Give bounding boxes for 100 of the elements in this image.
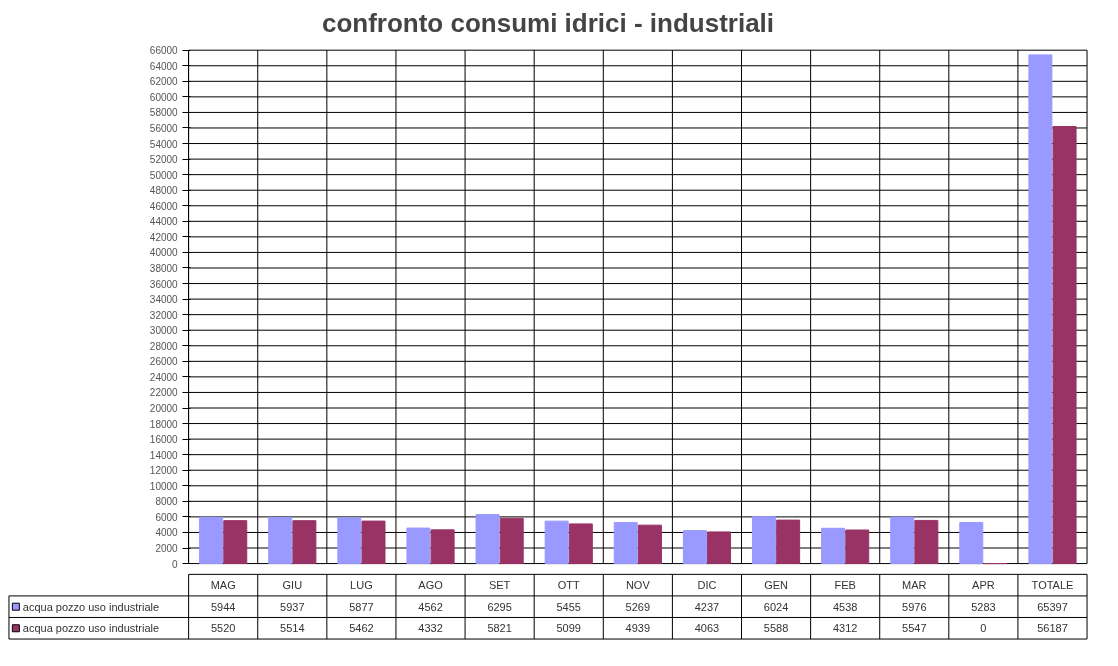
bar bbox=[475, 514, 500, 565]
bar bbox=[890, 516, 915, 565]
bar bbox=[821, 527, 846, 565]
bar bbox=[914, 519, 939, 565]
y-tick-label: 24000 bbox=[149, 371, 179, 383]
x-tick-label: GEN bbox=[764, 579, 789, 592]
y-tick-label: 30000 bbox=[149, 325, 179, 337]
y-tick-label: 12000 bbox=[149, 465, 179, 477]
y-tick-label: 20000 bbox=[149, 403, 179, 414]
legend-label: acqua pozzo uso industriale bbox=[22, 622, 160, 635]
bar bbox=[223, 520, 248, 565]
y-tick-label: 42000 bbox=[149, 231, 179, 243]
bar bbox=[959, 521, 984, 565]
data-label: 5283 bbox=[971, 600, 996, 613]
y-tick-label: 48000 bbox=[149, 185, 179, 197]
y-tick-label: 38000 bbox=[149, 262, 179, 274]
bar bbox=[637, 524, 662, 565]
y-tick-label: 58000 bbox=[149, 107, 179, 119]
data-label: 4562 bbox=[418, 600, 443, 613]
y-tick-label: 32000 bbox=[149, 309, 179, 321]
y-tick-label: 64000 bbox=[149, 60, 179, 72]
data-label: 5462 bbox=[349, 622, 374, 635]
y-tick-label: 4000 bbox=[155, 527, 179, 539]
x-tick-label: TOTALE bbox=[1031, 579, 1074, 592]
x-tick-label: MAR bbox=[902, 579, 927, 592]
y-tick-label: 6000 bbox=[155, 511, 179, 523]
bar bbox=[613, 522, 638, 565]
data-label: 5588 bbox=[763, 622, 789, 635]
data-label: 5821 bbox=[487, 622, 512, 635]
bar bbox=[406, 527, 431, 565]
x-tick-label: DIC bbox=[697, 579, 717, 592]
y-tick-label: 60000 bbox=[149, 91, 179, 103]
chart-title: confronto consumi idrici - industriali bbox=[321, 7, 775, 38]
data-label: 4237 bbox=[694, 600, 720, 613]
y-tick-label: 22000 bbox=[149, 387, 179, 399]
data-label: 5099 bbox=[556, 622, 581, 635]
data-label: 5877 bbox=[349, 600, 374, 613]
data-label: 4312 bbox=[832, 622, 858, 635]
data-label: 5547 bbox=[902, 622, 927, 635]
y-tick-label: 36000 bbox=[149, 278, 179, 290]
data-label: 0 bbox=[980, 622, 987, 635]
y-tick-label: 18000 bbox=[149, 418, 179, 430]
x-tick-label: FEB bbox=[834, 579, 856, 592]
y-tick-label: 40000 bbox=[149, 247, 179, 259]
y-tick-label: 34000 bbox=[149, 294, 179, 306]
y-tick-label: 16000 bbox=[149, 434, 179, 446]
y-tick-label: 46000 bbox=[149, 200, 179, 212]
y-tick-label: 56000 bbox=[149, 122, 179, 134]
x-tick-label: MAG bbox=[210, 579, 236, 592]
y-tick-label: 62000 bbox=[149, 76, 179, 88]
y-tick-label: 0 bbox=[172, 558, 179, 570]
x-tick-label: OTT bbox=[557, 579, 581, 592]
bar bbox=[499, 517, 524, 565]
y-tick-label: 26000 bbox=[149, 356, 179, 368]
bar bbox=[292, 520, 317, 565]
y-tick-label: 28000 bbox=[149, 340, 179, 352]
data-label: 5944 bbox=[210, 600, 236, 613]
x-tick-label: NOV bbox=[625, 579, 651, 592]
data-label: 56187 bbox=[1037, 622, 1068, 635]
x-tick-label: GIU bbox=[282, 579, 303, 592]
bar bbox=[544, 520, 569, 565]
x-tick-label: LUG bbox=[350, 579, 373, 592]
y-tick-label: 10000 bbox=[149, 480, 179, 492]
data-label: 5520 bbox=[210, 622, 236, 635]
data-label: 6024 bbox=[763, 600, 789, 613]
y-tick-label: 2000 bbox=[155, 543, 179, 555]
bar bbox=[707, 531, 732, 565]
data-label: 4538 bbox=[832, 600, 858, 613]
x-tick-label: APR bbox=[972, 579, 995, 592]
y-tick-label: 8000 bbox=[155, 496, 179, 508]
data-label: 65397 bbox=[1037, 600, 1068, 613]
bar bbox=[430, 529, 455, 565]
bar bbox=[751, 516, 776, 565]
bar bbox=[845, 529, 870, 565]
bar bbox=[776, 519, 801, 565]
data-label: 5976 bbox=[902, 600, 927, 613]
x-tick-label: AGO bbox=[418, 579, 444, 592]
data-label: 4939 bbox=[625, 622, 651, 635]
y-tick-label: 14000 bbox=[149, 449, 179, 461]
bar bbox=[1052, 126, 1077, 565]
legend-label: acqua pozzo uso industriale bbox=[22, 600, 160, 613]
bar bbox=[682, 530, 707, 565]
y-tick-label: 44000 bbox=[149, 216, 179, 228]
data-label: 5514 bbox=[280, 622, 305, 635]
data-label: 6295 bbox=[487, 600, 512, 613]
bar bbox=[568, 523, 593, 565]
y-tick-label: 50000 bbox=[149, 169, 179, 181]
data-label: 5269 bbox=[625, 600, 651, 613]
data-label: 5937 bbox=[280, 600, 305, 613]
data-label: 4063 bbox=[694, 622, 720, 635]
y-tick-label: 52000 bbox=[149, 154, 179, 166]
bar bbox=[199, 516, 224, 565]
y-tick-label: 54000 bbox=[149, 138, 179, 150]
y-tick-label: 66000 bbox=[149, 45, 179, 57]
bar bbox=[268, 516, 293, 565]
bar bbox=[1028, 54, 1053, 565]
bar bbox=[361, 520, 386, 565]
bar bbox=[337, 517, 362, 565]
data-label: 5455 bbox=[556, 600, 581, 613]
data-label: 4332 bbox=[418, 622, 443, 635]
